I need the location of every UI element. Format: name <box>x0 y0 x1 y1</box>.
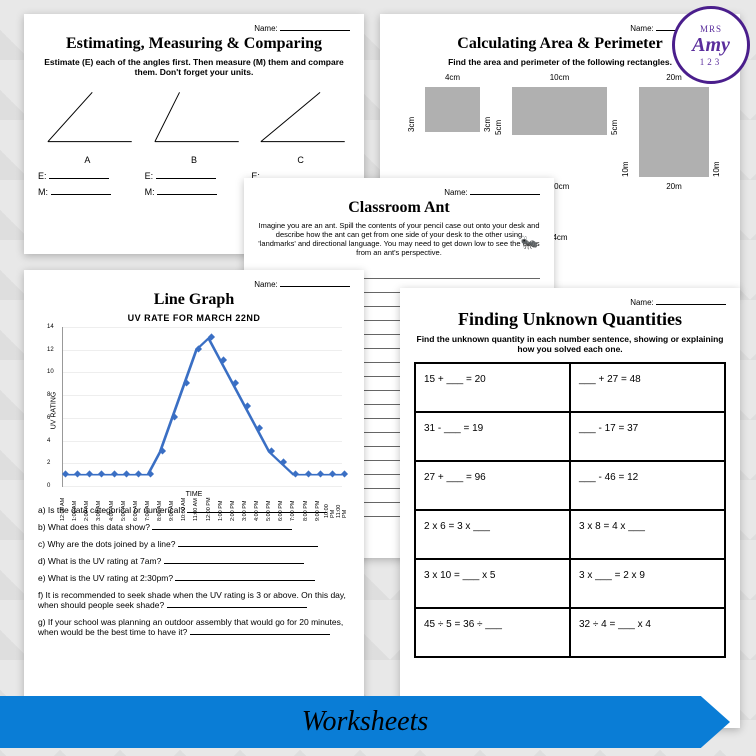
ant-icon: 🐜 <box>521 234 538 251</box>
problem-cell: 3 x 10 = ___ x 5 <box>415 559 570 608</box>
worksheet-line-graph: Name: Line Graph UV RATE FOR MARCH 22ND … <box>24 270 364 730</box>
sheet-title: Line Graph <box>38 291 350 309</box>
logo-line3: 123 <box>700 57 723 67</box>
sheet-title: Finding Unknown Quantities <box>414 309 726 330</box>
y-axis-label: UV RATING <box>50 391 57 429</box>
logo-line1: MRS <box>700 24 722 34</box>
problem-cell: 31 - ___ = 19 <box>415 412 570 461</box>
name-field: Name: <box>258 188 540 197</box>
sheet-instructions: Find the unknown quantity in each number… <box>414 334 726 354</box>
name-field: Name: <box>38 280 350 289</box>
sheet-instructions: Estimate (E) each of the angles first. T… <box>38 57 350 77</box>
sheet-title: Classroom Ant <box>258 199 540 217</box>
logo-line2: Amy <box>692 34 730 57</box>
banner: Worksheets <box>0 696 730 748</box>
rectangle-row: 4cm 4cm 3cm 3cm 10cm 10cm 5cm 5cm 20m 20… <box>394 75 726 189</box>
sheet-title: Estimating, Measuring & Comparing <box>38 35 350 53</box>
banner-label: Worksheets <box>302 706 429 738</box>
problem-cell: 2 x 6 = 3 x ___ <box>415 510 570 559</box>
angle-diagrams <box>38 87 350 147</box>
problem-cell: ___ + 27 = 48 <box>570 363 725 412</box>
chart-subtitle: UV RATE FOR MARCH 22ND <box>38 313 350 323</box>
worksheet-unknown-quantities: Name: Finding Unknown Quantities Find th… <box>400 288 740 728</box>
sheet-instructions: Imagine you are an ant. Spill the conten… <box>258 221 540 257</box>
problem-cell: 27 + ___ = 96 <box>415 461 570 510</box>
brand-logo: MRS Amy 123 <box>672 6 750 84</box>
problem-cell: ___ - 46 = 12 <box>570 461 725 510</box>
name-field: Name: <box>38 24 350 33</box>
name-field: Name: <box>414 298 726 307</box>
problem-grid: 15 + ___ = 20___ + 27 = 4831 - ___ = 19_… <box>414 362 726 658</box>
uv-chart: UV RATING 02468101214 12:00 AM1:00 AM2:0… <box>62 327 342 487</box>
question-list: a) Is the data categorical or numerical?… <box>38 505 350 637</box>
problem-cell: 45 ÷ 5 = 36 ÷ ___ <box>415 608 570 657</box>
problem-cell: 15 + ___ = 20 <box>415 363 570 412</box>
problem-cell: 3 x 8 = 4 x ___ <box>570 510 725 559</box>
problem-cell: 3 x ___ = 2 x 9 <box>570 559 725 608</box>
problem-cell: ___ - 17 = 37 <box>570 412 725 461</box>
x-axis-label: TIME <box>38 491 350 498</box>
problem-cell: 32 ÷ 4 = ___ x 4 <box>570 608 725 657</box>
